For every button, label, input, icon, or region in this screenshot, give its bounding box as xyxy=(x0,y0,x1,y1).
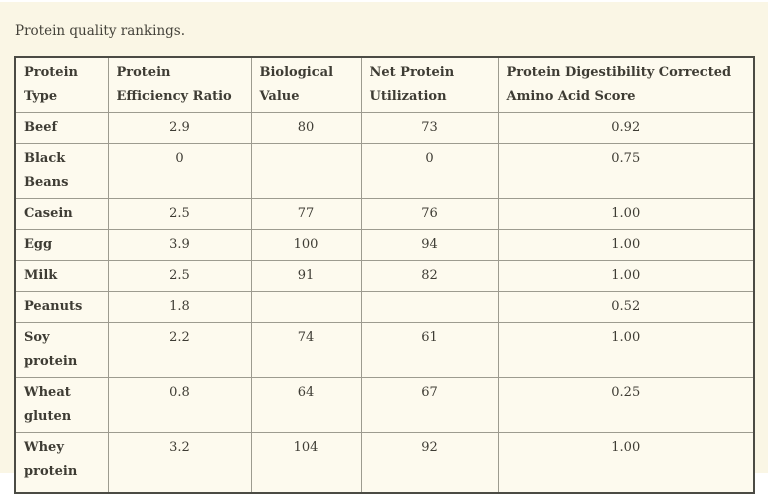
table-row: Milk 2.5 91 82 1.00 xyxy=(14,260,755,292)
cell-net-protein-utilization: 82 xyxy=(360,260,499,292)
cell-pdcaas: 1.00 xyxy=(497,260,755,292)
cell-protein-type: Black Beans xyxy=(14,143,109,199)
cell-biological-value xyxy=(250,143,362,199)
cell-protein-type: Wheat gluten xyxy=(14,377,109,433)
table-row: Egg 3.9 100 94 1.00 xyxy=(14,229,755,261)
cell-protein-type: Casein xyxy=(14,198,109,230)
column-header-protein-type: Protein Type xyxy=(14,56,109,113)
cell-biological-value: 104 xyxy=(250,432,362,493)
table-row: Soy protein 2.2 74 61 1.00 xyxy=(14,322,755,378)
cell-protein-efficiency-ratio: 2.5 xyxy=(107,260,252,292)
cell-pdcaas: 1.00 xyxy=(497,432,755,493)
column-header-biological-value: Biological Value xyxy=(250,56,362,113)
cell-net-protein-utilization: 94 xyxy=(360,229,499,261)
cell-biological-value xyxy=(250,291,362,323)
column-header-pdcaas: Protein Digestibility Corrected Amino Ac… xyxy=(497,56,755,113)
cell-biological-value: 74 xyxy=(250,322,362,378)
cell-protein-efficiency-ratio: 3.2 xyxy=(107,432,252,493)
cell-pdcaas: 1.00 xyxy=(497,198,755,230)
table-row: Peanuts 1.8 0.52 xyxy=(14,291,755,323)
cell-net-protein-utilization: 73 xyxy=(360,112,499,144)
cell-protein-efficiency-ratio: 1.8 xyxy=(107,291,252,323)
cell-biological-value: 91 xyxy=(250,260,362,292)
cell-biological-value: 100 xyxy=(250,229,362,261)
table-row: Black Beans 0 0 0.75 xyxy=(14,143,755,199)
column-header-net-protein-utilization: Net Protein Utilization xyxy=(360,56,499,113)
table-row: Casein 2.5 77 76 1.00 xyxy=(14,198,755,230)
cell-protein-efficiency-ratio: 2.2 xyxy=(107,322,252,378)
cell-protein-type: Soy protein xyxy=(14,322,109,378)
table-caption: Protein quality rankings. xyxy=(15,23,185,39)
cell-protein-type: Whey protein xyxy=(14,432,109,493)
cell-pdcaas: 0.25 xyxy=(497,377,755,433)
cell-pdcaas: 0.92 xyxy=(497,112,755,144)
cell-protein-efficiency-ratio: 0 xyxy=(107,143,252,199)
protein-quality-table: Protein Type Protein Efficiency Ratio Bi… xyxy=(14,56,755,494)
column-header-protein-efficiency-ratio: Protein Efficiency Ratio xyxy=(107,56,252,113)
cell-net-protein-utilization xyxy=(360,291,499,323)
cell-biological-value: 77 xyxy=(250,198,362,230)
cell-biological-value: 64 xyxy=(250,377,362,433)
cell-pdcaas: 0.52 xyxy=(497,291,755,323)
cell-pdcaas: 1.00 xyxy=(497,229,755,261)
cell-net-protein-utilization: 61 xyxy=(360,322,499,378)
cell-protein-efficiency-ratio: 3.9 xyxy=(107,229,252,261)
cell-net-protein-utilization: 67 xyxy=(360,377,499,433)
cell-biological-value: 80 xyxy=(250,112,362,144)
cell-net-protein-utilization: 76 xyxy=(360,198,499,230)
table-row: Whey protein 3.2 104 92 1.00 xyxy=(14,432,755,493)
header-row: Protein Type Protein Efficiency Ratio Bi… xyxy=(14,56,755,113)
cell-protein-efficiency-ratio: 2.5 xyxy=(107,198,252,230)
cell-net-protein-utilization: 92 xyxy=(360,432,499,493)
cell-protein-efficiency-ratio: 0.8 xyxy=(107,377,252,433)
cell-protein-type: Peanuts xyxy=(14,291,109,323)
table-row: Wheat gluten 0.8 64 67 0.25 xyxy=(14,377,755,433)
cell-protein-type: Milk xyxy=(14,260,109,292)
cell-protein-efficiency-ratio: 2.9 xyxy=(107,112,252,144)
cell-net-protein-utilization: 0 xyxy=(360,143,499,199)
cell-protein-type: Egg xyxy=(14,229,109,261)
table-row: Beef 2.9 80 73 0.92 xyxy=(14,112,755,144)
cell-protein-type: Beef xyxy=(14,112,109,144)
cell-pdcaas: 0.75 xyxy=(497,143,755,199)
cell-pdcaas: 1.00 xyxy=(497,322,755,378)
